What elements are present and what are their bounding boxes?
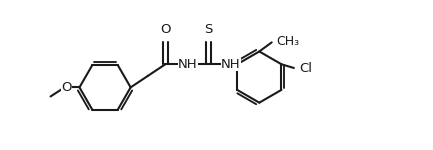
Text: O: O (160, 23, 171, 36)
Text: NH: NH (221, 58, 241, 71)
Text: S: S (204, 23, 213, 36)
Text: NH: NH (178, 58, 198, 71)
Text: CH₃: CH₃ (277, 35, 300, 48)
Text: Cl: Cl (299, 62, 312, 75)
Text: O: O (61, 81, 71, 94)
